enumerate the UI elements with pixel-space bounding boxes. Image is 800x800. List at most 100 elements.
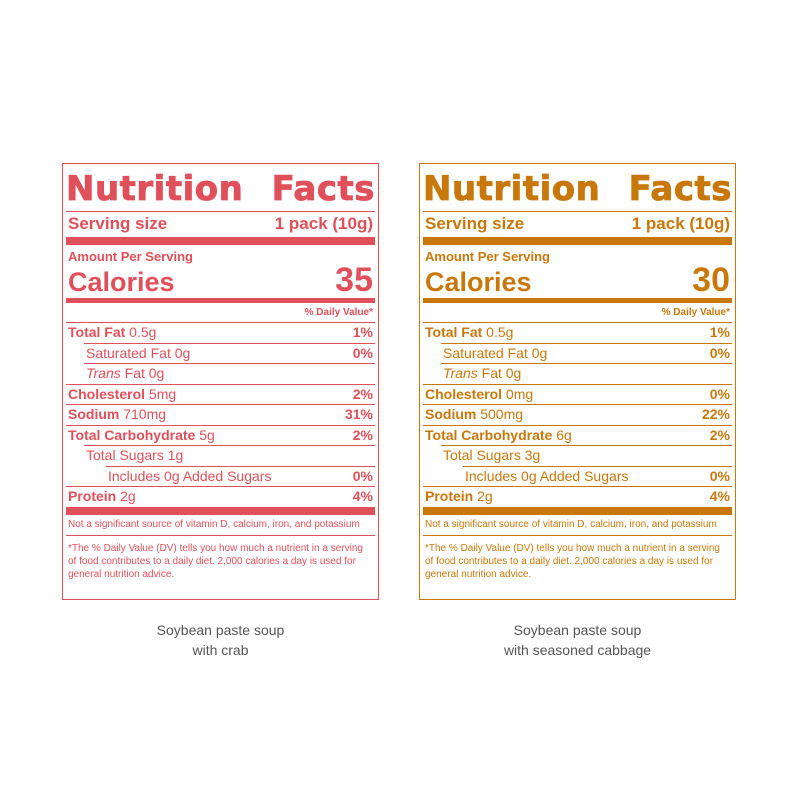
serving-size-row: Serving size 1 pack (10g)	[66, 211, 375, 234]
nutrient-row-added-sugars: Includes 0g Added Sugars 0%	[463, 465, 732, 487]
serving-size-value: 1 pack (10g)	[631, 214, 730, 233]
divider-medium	[423, 298, 732, 303]
calories-label: Calories	[68, 267, 175, 297]
amount-per-serving: Amount Per Serving	[425, 249, 550, 264]
nutrient-amount: 5mg	[145, 385, 177, 402]
caption-line2: with seasoned cabbage	[503, 642, 652, 658]
trans-prefix: Trans	[86, 365, 121, 381]
nutrient-pct: 4%	[352, 488, 373, 504]
nutrient-pct: 2%	[352, 385, 373, 402]
nutrient-pct: 1%	[709, 324, 730, 340]
title-nutrition: Nutrition	[423, 169, 601, 209]
nutrient-pct: 0%	[709, 467, 730, 484]
nutrient-name: Fat 0g	[120, 365, 165, 381]
nutrient-name: Protein	[425, 488, 474, 504]
nutrient-row-cholesterol: Cholesterol 0mg 0%	[423, 383, 732, 405]
serving-size-value: 1 pack (10g)	[274, 214, 373, 233]
serving-size-label: Serving size	[425, 214, 525, 233]
daily-value-header: % Daily Value*	[661, 307, 730, 318]
trans-prefix: Trans	[443, 365, 478, 381]
nutrient-row-sugars: Total Sugars 1g	[84, 445, 375, 466]
calories-row: Calories 30	[423, 262, 732, 298]
title-facts: Facts	[271, 169, 375, 209]
caption-line1: Soybean paste soup	[156, 622, 285, 638]
daily-value-footnote: *The % Daily Value (DV) tells you how mu…	[68, 542, 363, 580]
nutrient-row-total-fat: Total Fat 0.5g 1%	[423, 322, 732, 343]
nutrient-pct: 4%	[709, 488, 730, 504]
nutrient-pct: 31%	[344, 406, 373, 422]
nutrient-row-saturated-fat: Saturated Fat 0g 0%	[441, 342, 732, 364]
caption-cabbage: Soybean paste soup with seasoned cabbage	[419, 620, 736, 660]
nutrient-name: Total Fat	[425, 324, 483, 340]
nutrient-name: Total Fat	[68, 324, 126, 340]
nutrition-label-cabbage: Nutrition Facts Serving size 1 pack (10g…	[419, 163, 736, 600]
nutrient-amount: 0.5g	[482, 324, 514, 340]
calories-value: 35	[335, 261, 373, 299]
nutrient-name: Protein	[68, 488, 117, 504]
caption-line2: with crab	[192, 642, 249, 658]
nutrient-row-sodium: Sodium 710mg 31%	[66, 404, 375, 425]
nutrient-row-saturated-fat: Saturated Fat 0g 0%	[84, 342, 375, 364]
nutrient-name: Sodium	[68, 406, 120, 422]
nutrient-row-added-sugars: Includes 0g Added Sugars 0%	[106, 465, 375, 487]
nutrient-name: Fat 0g	[477, 365, 522, 381]
nutrient-row-trans-fat: Trans Fat 0g	[441, 363, 732, 384]
nutrient-pct: 2%	[352, 426, 373, 443]
nutrition-label-crab: Nutrition Facts Serving size 1 pack (10g…	[62, 163, 379, 600]
divider-thick	[66, 237, 375, 245]
title-facts: Facts	[628, 169, 732, 209]
nutrient-pct: 0%	[352, 344, 373, 361]
nutrient-row-carbohydrate: Total Carbohydrate 6g 2%	[423, 424, 732, 446]
nutrient-pct: 0%	[709, 344, 730, 361]
nutrient-row-total-fat: Total Fat 0.5g 1%	[66, 322, 375, 343]
nutrient-name: Includes 0g Added Sugars	[108, 467, 272, 484]
nutrient-name: Total Sugars 3g	[443, 447, 541, 463]
nutrient-name: Includes 0g Added Sugars	[465, 467, 629, 484]
nutrient-pct: 1%	[352, 324, 373, 340]
calories-row: Calories 35	[66, 262, 375, 298]
divider-thick	[423, 237, 732, 245]
divider-medium	[66, 298, 375, 303]
nutrient-amount: 5g	[195, 426, 215, 443]
nutrient-amount: 6g	[552, 426, 572, 443]
nutrient-name: Saturated Fat 0g	[86, 344, 191, 361]
nutrient-pct: 0%	[709, 385, 730, 402]
nutrient-row-carbohydrate: Total Carbohydrate 5g 2%	[66, 424, 375, 446]
nutrient-name: Sodium	[425, 406, 477, 422]
calories-label: Calories	[425, 267, 532, 297]
daily-value-header: % Daily Value*	[304, 307, 373, 318]
nutrient-row-protein: Protein 2g 4%	[66, 486, 375, 507]
calories-value: 30	[692, 261, 730, 299]
nutrient-row-cholesterol: Cholesterol 5mg 2%	[66, 383, 375, 405]
nutrient-row-protein: Protein 2g 4%	[423, 486, 732, 507]
nutrient-name: Cholesterol	[68, 385, 146, 402]
caption-line1: Soybean paste soup	[513, 622, 642, 638]
nutrient-pct: 22%	[701, 406, 730, 422]
nutrient-name: Total Carbohydrate	[68, 426, 196, 443]
serving-size-row: Serving size 1 pack (10g)	[423, 211, 732, 234]
divider-thick	[423, 506, 732, 515]
nutrient-amount: 710mg	[119, 406, 167, 422]
serving-size-label: Serving size	[68, 214, 168, 233]
nutrient-amount: 2g	[116, 488, 136, 504]
nutrient-amount: 500mg	[476, 406, 524, 422]
caption-crab: Soybean paste soup with crab	[62, 620, 379, 660]
nutrient-name: Total Carbohydrate	[425, 426, 553, 443]
label-title: Nutrition Facts	[66, 169, 375, 209]
nutrient-row-sodium: Sodium 500mg 22%	[423, 404, 732, 425]
nutrient-name: Saturated Fat 0g	[443, 344, 548, 361]
nutrient-amount: 2g	[473, 488, 493, 504]
nutrient-row-trans-fat: Trans Fat 0g	[84, 363, 375, 384]
amount-per-serving: Amount Per Serving	[68, 249, 193, 264]
nutrient-row-sugars: Total Sugars 3g	[441, 445, 732, 466]
nutrient-amount: 0.5g	[125, 324, 157, 340]
nutrient-name: Total Sugars 1g	[86, 447, 184, 463]
nutrient-pct: 2%	[709, 426, 730, 443]
divider-thick	[66, 506, 375, 515]
label-title: Nutrition Facts	[423, 169, 732, 209]
daily-value-footnote: *The % Daily Value (DV) tells you how mu…	[425, 542, 720, 580]
nutrient-name: Cholesterol	[425, 385, 503, 402]
title-nutrition: Nutrition	[66, 169, 244, 209]
vitamin-note: Not a significant source of vitamin D, c…	[423, 515, 732, 536]
vitamin-note: Not a significant source of vitamin D, c…	[66, 515, 375, 536]
